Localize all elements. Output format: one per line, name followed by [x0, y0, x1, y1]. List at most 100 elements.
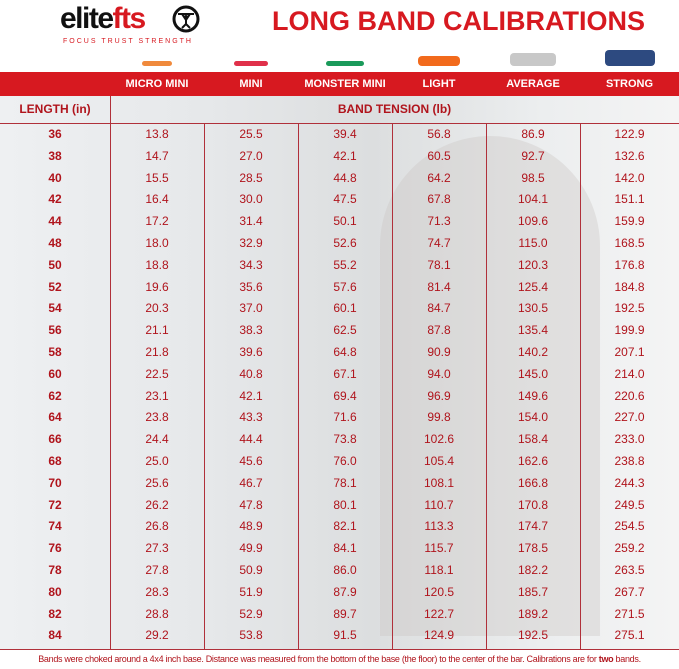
tension-cell: 135.4 [517, 323, 549, 338]
tension-cell: 25.6 [145, 475, 169, 490]
tension-cell: 60.1 [333, 301, 357, 316]
tension-cell: 45.6 [239, 453, 263, 468]
band-image [326, 61, 364, 66]
tension-cell: 60.5 [427, 148, 451, 163]
band-header-row: MICRO MINI MINI MONSTER MINI LIGHT AVERAGE ST… [0, 72, 679, 96]
table-row: 84 29.2 53.8 91.5 124.9 192.5 275.1 [0, 625, 679, 647]
band-image [510, 53, 556, 66]
tension-cell: 74.7 [427, 235, 451, 250]
length-cell: 80 [48, 584, 62, 599]
table-row: 74 26.8 48.9 82.1 113.3 174.7 254.5 [0, 516, 679, 538]
tension-cell: 254.5 [614, 519, 645, 534]
length-cell: 84 [48, 628, 62, 643]
background-photo [0, 96, 679, 649]
table-row: 80 28.3 51.9 87.9 120.5 185.7 267.7 [0, 582, 679, 604]
tension-cell: 39.4 [333, 127, 357, 141]
tension-cell: 259.2 [614, 541, 645, 556]
tension-cell: 96.9 [427, 388, 451, 403]
tension-cell: 25.0 [145, 453, 169, 468]
table-row: 50 18.8 34.3 55.2 78.1 120.3 176.8 [0, 255, 679, 277]
tension-cell: 47.5 [333, 192, 357, 207]
tension-cell: 23.1 [145, 388, 169, 403]
tension-cell: 130.5 [517, 301, 549, 316]
band-name: MICRO MINI [125, 78, 189, 90]
tension-cell: 18.0 [145, 235, 169, 250]
tension-cell: 87.8 [427, 323, 451, 338]
length-cell: 44 [48, 214, 62, 229]
length-cell: 52 [48, 279, 62, 294]
tension-cell: 178.5 [517, 541, 549, 556]
tension-cell: 64.8 [333, 344, 357, 359]
tension-cell: 26.8 [145, 519, 169, 534]
length-cell: 62 [48, 388, 62, 403]
table-row: 70 25.6 46.7 78.1 108.1 166.8 244.3 [0, 473, 679, 495]
calibration-table: 36 13.8 25.5 39.4 56.8 86.9 122.9 38 14.7 27.0 42.… [0, 124, 679, 648]
table-row: 82 28.8 52.9 89.7 122.7 189.2 271.5 [0, 604, 679, 626]
tension-cell: 50.1 [333, 214, 357, 229]
tension-cell: 87.9 [333, 584, 357, 599]
tension-cell: 26.2 [145, 497, 169, 512]
tension-cell: 18.8 [145, 257, 169, 272]
tension-cell: 275.1 [614, 628, 645, 643]
length-cell: 56 [48, 323, 62, 338]
table-row: 76 27.3 49.9 84.1 115.7 178.5 259.2 [0, 538, 679, 560]
logo-tagline: FOCUS TRUST STRENGTH [63, 38, 193, 45]
tension-cell: 84.1 [333, 541, 357, 556]
tension-cell: 46.7 [239, 475, 263, 490]
tension-cell: 118.1 [424, 562, 454, 577]
tension-cell: 99.8 [427, 410, 451, 425]
length-cell: 82 [48, 606, 62, 621]
tension-cell: 82.1 [333, 519, 357, 534]
tension-cell: 132.6 [614, 148, 645, 163]
table-row: 66 24.4 44.4 73.8 102.6 158.4 233.0 [0, 429, 679, 451]
tension-cell: 80.1 [333, 497, 357, 512]
tension-cell: 52.6 [333, 235, 357, 250]
table-row: 72 26.2 47.8 80.1 110.7 170.8 249.5 [0, 495, 679, 517]
table-row: 52 19.6 35.6 57.6 81.4 125.4 184.8 [0, 277, 679, 299]
tension-cell: 267.7 [614, 584, 645, 599]
tension-cell: 199.9 [614, 323, 645, 338]
tension-cell: 249.5 [614, 497, 645, 512]
tension-cell: 105.4 [423, 453, 455, 468]
tension-cell: 50.9 [239, 562, 263, 577]
table-row: 78 27.8 50.9 86.0 118.1 182.2 263.5 [0, 560, 679, 582]
band-name: STRONG [605, 78, 654, 90]
length-cell: 38 [48, 148, 62, 163]
tension-cell: 64.2 [427, 170, 451, 185]
tension-cell: 39.6 [239, 344, 263, 359]
tension-cell: 170.8 [517, 497, 549, 512]
length-cell: 58 [48, 344, 62, 359]
tension-cell: 89.7 [333, 606, 357, 621]
tension-cell: 151.1 [614, 192, 645, 207]
band-name: LIGHT [422, 78, 456, 90]
tension-cell: 168.5 [614, 235, 645, 250]
column-divider [298, 124, 299, 649]
tension-cell: 125.4 [517, 279, 549, 294]
tension-cell: 27.0 [239, 148, 263, 163]
tension-cell: 104.1 [517, 192, 549, 207]
tension-cell: 140.2 [517, 344, 549, 359]
tension-cell: 23.8 [145, 410, 169, 425]
tension-cell: 32.9 [239, 235, 263, 250]
tension-cell: 73.8 [333, 432, 357, 447]
tension-cell: 154.0 [517, 410, 549, 425]
length-cell: 48 [48, 235, 62, 250]
tension-cell: 214.0 [614, 366, 645, 381]
tension-cell: 19.6 [145, 279, 169, 294]
band-image [234, 61, 268, 66]
tension-cell: 28.8 [145, 606, 169, 621]
tension-cell: 52.9 [239, 606, 263, 621]
tension-cell: 122.9 [614, 127, 645, 141]
tension-cell: 263.5 [614, 562, 645, 577]
band-name: MINI [239, 78, 263, 90]
tension-cell: 158.4 [517, 432, 549, 447]
tension-cell: 17.2 [145, 214, 169, 229]
tension-cell: 115.0 [518, 235, 548, 250]
tension-cell: 271.5 [614, 606, 645, 621]
tension-cell: 56.8 [427, 127, 451, 141]
table-row: 62 23.1 42.1 69.4 96.9 149.6 220.6 [0, 386, 679, 408]
length-cell: 50 [48, 257, 62, 272]
length-cell: 66 [48, 432, 62, 447]
weightlifter-icon [172, 5, 200, 33]
tension-cell: 233.0 [614, 432, 645, 447]
